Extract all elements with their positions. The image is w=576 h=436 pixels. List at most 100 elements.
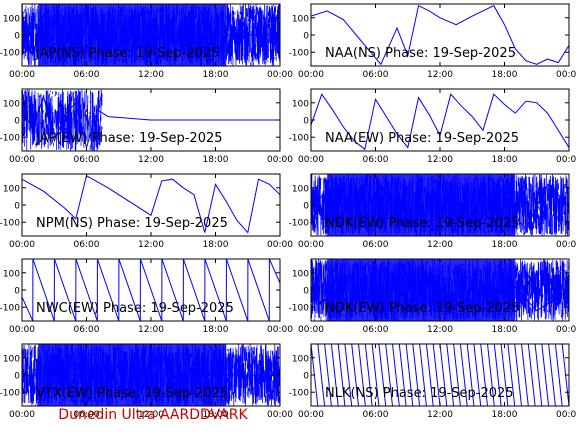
x-tick-label: 06:00	[363, 325, 389, 335]
x-tick-label: 12:00	[138, 325, 164, 335]
x-tick-label: 00:00	[9, 240, 35, 250]
y-tick-label: -100	[289, 134, 310, 144]
y-tick-label: 100	[292, 269, 309, 279]
x-tick-label: 18:00	[492, 410, 518, 420]
y-tick-label: 100	[292, 354, 309, 364]
x-tick-label: 00:00	[556, 325, 576, 335]
x-tick-label: 00:00	[9, 410, 35, 420]
trace-group	[311, 4, 569, 66]
y-tick-label: 100	[292, 184, 309, 194]
x-tick-label: 12:00	[427, 70, 453, 80]
y-tick-label: 100	[292, 14, 309, 24]
y-tick-label: 0	[14, 117, 20, 127]
x-tick-label: 00:00	[556, 240, 576, 250]
y-tick-label: -100	[0, 389, 20, 399]
x-tick-label: 00:00	[298, 325, 324, 335]
x-tick-label: 18:00	[492, 325, 518, 335]
y-tick-label: 0	[14, 32, 20, 42]
x-tick-label: 18:00	[492, 240, 518, 250]
panel-title: NWC(EW) Phase: 19-Sep-2025	[36, 301, 234, 316]
y-tick-label: -100	[289, 49, 310, 59]
y-tick-label: 100	[3, 184, 20, 194]
x-tick-label: 18:00	[492, 70, 518, 80]
y-tick-label: 0	[303, 117, 309, 127]
phase-panel-6: -100010000:0006:0012:0018:0000:00NDK(EW)…	[289, 173, 576, 250]
panel-title: VTX(EW) Phase: 19-Sep-2025	[36, 386, 228, 401]
x-tick-label: 00:00	[298, 70, 324, 80]
x-tick-label: 00:00	[556, 155, 576, 165]
panel-title: NPM(NS) Phase: 19-Sep-2025	[36, 216, 228, 231]
x-tick-label: 18:00	[492, 155, 518, 165]
panel-title: NDK(EW) Phase: 19-Sep-2025	[325, 216, 519, 231]
trace-group	[22, 4, 280, 66]
panel-title: NDK(EW) Phase: 19-Sep-2025	[325, 301, 519, 316]
y-tick-label: -100	[0, 304, 20, 314]
y-tick-label: 100	[3, 14, 20, 24]
x-tick-label: 00:00	[9, 70, 35, 80]
series-dense-band	[38, 4, 227, 66]
series-dense-band	[327, 174, 516, 236]
y-tick-label: 0	[14, 202, 20, 212]
trace-group	[311, 93, 569, 151]
x-tick-label: 06:00	[363, 70, 389, 80]
panel-title: NAA(NS) Phase: 19-Sep-2025	[325, 46, 516, 61]
x-tick-label: 18:00	[203, 240, 229, 250]
x-tick-label: 18:00	[203, 410, 229, 420]
trace-group	[311, 259, 569, 321]
x-tick-label: 18:00	[203, 325, 229, 335]
x-tick-label: 00:00	[298, 240, 324, 250]
panel-title: JAP(NS) Phase: 19-Sep-2025	[35, 46, 219, 61]
y-tick-label: -100	[289, 304, 310, 314]
panel-title: JAP(EW) Phase: 19-Sep-2025	[35, 131, 223, 146]
x-tick-label: 18:00	[203, 70, 229, 80]
x-tick-label: 06:00	[363, 240, 389, 250]
series-line	[22, 259, 280, 321]
x-tick-label: 00:00	[298, 155, 324, 165]
y-tick-label: 100	[3, 354, 20, 364]
x-tick-label: 06:00	[74, 240, 100, 250]
x-tick-label: 12:00	[427, 410, 453, 420]
x-tick-label: 06:00	[74, 325, 100, 335]
x-tick-label: 00:00	[267, 70, 293, 80]
y-tick-label: -100	[289, 389, 310, 399]
x-tick-label: 12:00	[427, 325, 453, 335]
x-tick-label: 00:00	[267, 325, 293, 335]
trace-group	[22, 89, 280, 151]
y-tick-label: 0	[303, 287, 309, 297]
x-tick-label: 06:00	[74, 410, 100, 420]
x-tick-label: 18:00	[203, 155, 229, 165]
x-tick-label: 00:00	[267, 155, 293, 165]
x-tick-label: 12:00	[138, 240, 164, 250]
series-dense-band	[327, 259, 516, 321]
footer-label: Dunedin Ultra AARDDVARK	[58, 407, 248, 423]
y-tick-label: 0	[14, 287, 20, 297]
x-tick-label: 00:00	[267, 410, 293, 420]
trace-group	[22, 174, 280, 234]
y-tick-label: 100	[3, 269, 20, 279]
x-tick-label: 00:00	[556, 410, 576, 420]
x-tick-label: 06:00	[74, 70, 100, 80]
x-tick-label: 12:00	[427, 240, 453, 250]
phase-panel-4: -100010000:0006:0012:0018:0000:00NAA(EW)…	[289, 88, 576, 165]
y-tick-label: -100	[289, 219, 310, 229]
trace-group	[22, 259, 280, 321]
y-tick-label: 0	[303, 372, 309, 382]
x-tick-label: 12:00	[138, 155, 164, 165]
trace-group	[22, 344, 280, 406]
x-tick-label: 06:00	[74, 155, 100, 165]
series-dense-band	[38, 344, 227, 406]
series-line	[311, 4, 569, 66]
y-tick-label: -100	[0, 219, 20, 229]
x-tick-label: 12:00	[427, 155, 453, 165]
y-tick-label: 0	[303, 32, 309, 42]
x-tick-label: 12:00	[138, 70, 164, 80]
x-tick-label: 00:00	[9, 155, 35, 165]
x-tick-label: 00:00	[9, 325, 35, 335]
y-tick-label: 100	[3, 99, 20, 109]
series-line	[22, 174, 280, 234]
x-tick-label: 00:00	[556, 70, 576, 80]
